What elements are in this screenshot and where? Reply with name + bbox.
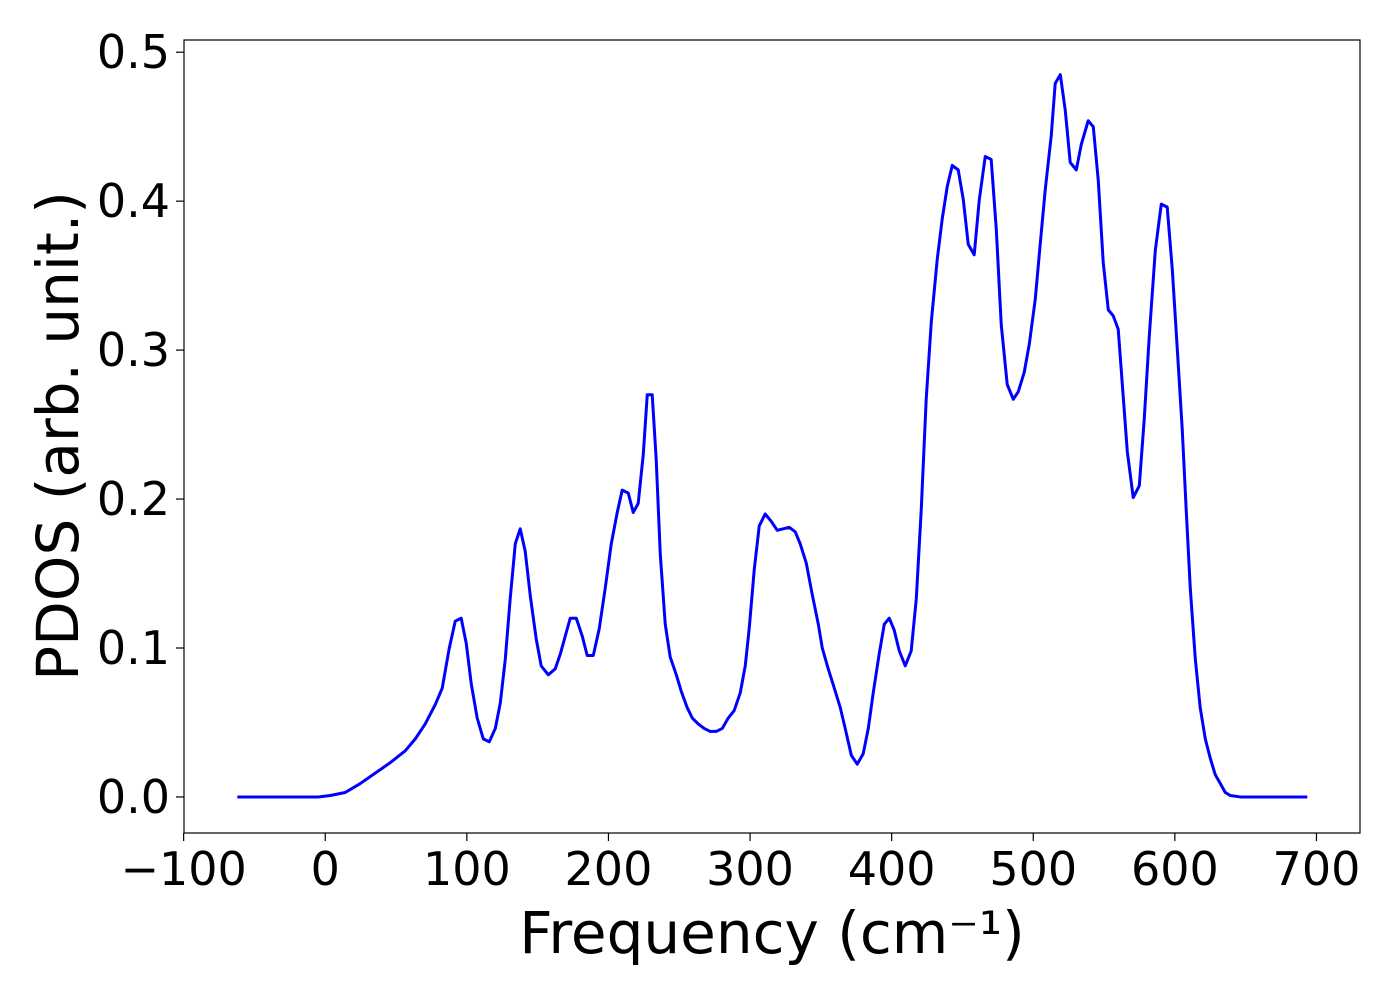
plot-frame xyxy=(183,39,1361,834)
line-series xyxy=(237,73,1308,799)
x-tick-label: 700 xyxy=(1273,842,1361,896)
y-tick-label: 0.1 xyxy=(97,621,170,675)
y-tick-label: 0.5 xyxy=(97,25,170,79)
y-tick-label: 0.2 xyxy=(97,472,170,526)
x-axis-label: Frequency (cm⁻¹) xyxy=(519,899,1025,967)
x-tick-label: 400 xyxy=(848,842,936,896)
y-tick-label: 0.4 xyxy=(97,174,170,228)
x-tick-label: 300 xyxy=(706,842,794,896)
y-tick-label: 0.0 xyxy=(97,770,170,824)
y-axis-label: PDOS (arb. unit.) xyxy=(24,191,92,681)
x-tick-label: −100 xyxy=(120,842,246,896)
x-tick-label: 500 xyxy=(989,842,1077,896)
x-tick-label: 100 xyxy=(423,842,511,896)
x-tick-label: 200 xyxy=(565,842,653,896)
x-tick-label: 600 xyxy=(1131,842,1219,896)
y-tick-label: 0.3 xyxy=(97,323,170,377)
x-tick-label: 0 xyxy=(311,842,340,896)
